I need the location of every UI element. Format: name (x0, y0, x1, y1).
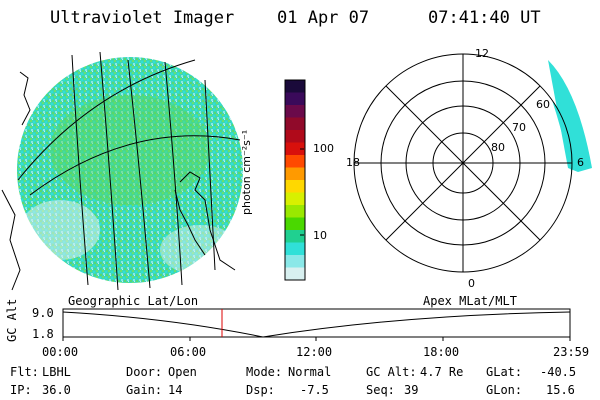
colorbar-segment (285, 105, 305, 118)
seq-value: 39 (404, 383, 419, 397)
mlt-label-12: 12 (475, 47, 489, 60)
gc-alt-label: GC Alt: (366, 365, 417, 379)
colorbar-segment (285, 130, 305, 143)
gc-alt-min: 1.8 (32, 327, 54, 341)
door-label: Door: (126, 365, 163, 379)
glat-label: GLat: (486, 365, 523, 379)
image-time: 07:41:40 UT (428, 8, 541, 28)
colorbar-segment (285, 142, 305, 156)
color-scale-ticks (300, 148, 304, 236)
colorbar-segment (285, 117, 305, 131)
mlat-label-60: 60 (536, 98, 550, 111)
dsp-label: Dsp: (246, 383, 275, 397)
mlt-label-0: 0 (468, 277, 475, 290)
colorbar-segment (285, 242, 305, 256)
colorbar-segment (285, 167, 305, 181)
colorbar-segment (285, 267, 305, 281)
door-value: Open (168, 365, 197, 379)
colorbar-segment (285, 255, 305, 268)
gc-alt-axis-title: GC Alt (5, 298, 19, 342)
colorbar-segment (285, 180, 305, 193)
geographic-grid (17, 51, 241, 291)
colorbar-segment (285, 217, 305, 231)
uv-image-disk (1, 51, 243, 291)
glon-value: 15.6 (546, 383, 575, 397)
colorbar-tick-10: 10 (313, 229, 327, 242)
colorbar-segment (285, 80, 305, 93)
colorbar-frame (284, 79, 306, 281)
colorbar-segment (285, 192, 305, 206)
colorbar-unit-label: photon cm⁻²s⁻¹ (240, 129, 253, 215)
colorbar-segment (285, 155, 305, 168)
ip-value: 36.0 (42, 383, 71, 397)
mlat-label-70: 70 (512, 121, 526, 134)
x-tick-2359: 23:59 (553, 345, 590, 359)
colorbar-segment (285, 230, 305, 243)
mlt-label-6: 6 (577, 156, 584, 169)
seq-label: Seq: (366, 383, 395, 397)
instrument-title: Ultraviolet Imager (50, 8, 235, 28)
apex-caption: Apex MLat/MLT (423, 294, 517, 308)
gain-value: 14 (168, 383, 183, 397)
mlat-label-80: 80 (491, 141, 505, 154)
color-scale-bar (284, 79, 306, 281)
colorbar-segment (285, 92, 305, 106)
x-tick-1800: 18:00 (423, 345, 460, 359)
colorbar-tick-100: 100 (313, 142, 334, 155)
dsp-value: -7.5 (300, 383, 329, 397)
glon-label: GLon: (486, 383, 523, 397)
coastline (1, 71, 236, 291)
x-tick-0600: 06:00 (170, 345, 207, 359)
filter-value: LBHL (42, 365, 71, 379)
mlt-label-18: 18 (346, 156, 360, 169)
glat-value: -40.5 (540, 365, 577, 379)
image-date: 01 Apr 07 (277, 8, 370, 28)
gain-label: Gain: (126, 383, 163, 397)
gc-alt-max: 9.0 (32, 306, 54, 320)
gc-alt-value: 4.7 Re (420, 365, 464, 379)
colorbar-segment (285, 205, 305, 218)
geographic-caption: Geographic Lat/Lon (68, 294, 199, 308)
x-tick-1200: 12:00 (296, 345, 333, 359)
ip-label: IP: (10, 383, 32, 397)
x-tick-0000: 00:00 (42, 345, 79, 359)
altitude-timeline (62, 308, 571, 341)
mode-label: Mode: (246, 365, 283, 379)
filter-label: Flt: (10, 365, 39, 379)
polar-plot (353, 53, 592, 273)
mode-value: Normal (288, 365, 332, 379)
